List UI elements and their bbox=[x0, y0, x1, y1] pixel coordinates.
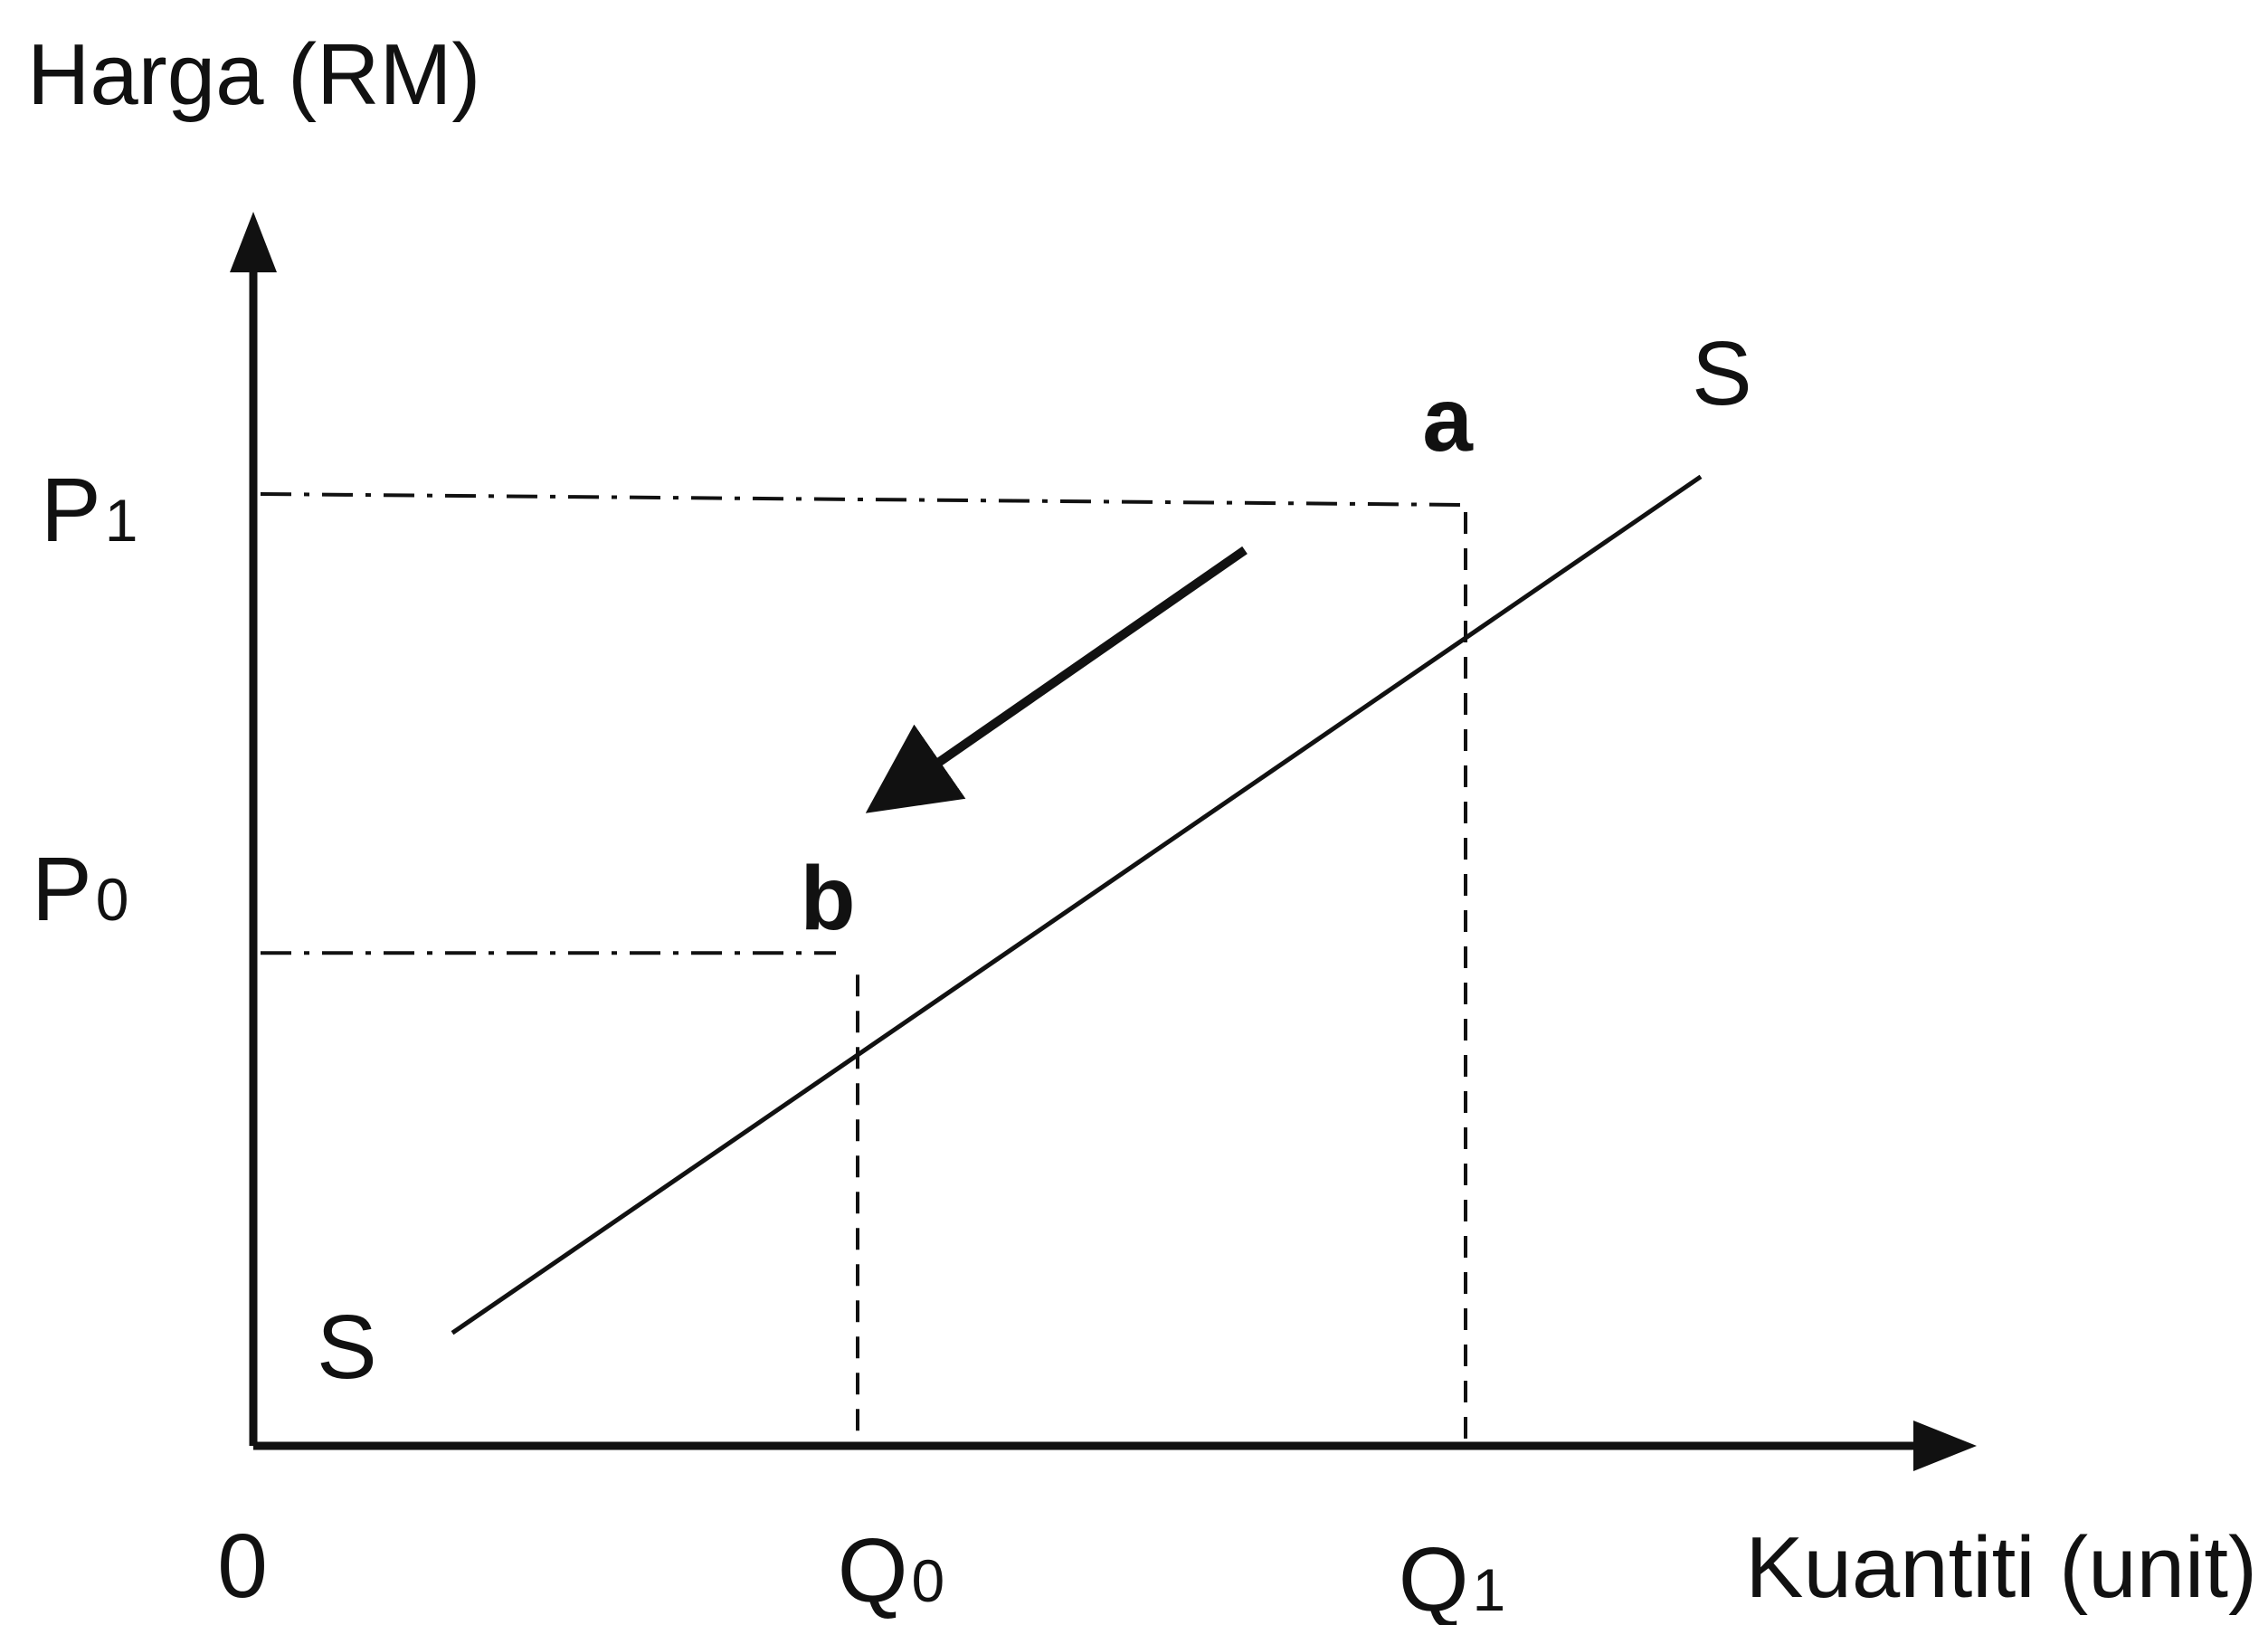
y-tick-p1: P1 bbox=[41, 460, 138, 561]
x-tick-q1: Q1 bbox=[1399, 1529, 1506, 1625]
x-tick-q0: Q0 bbox=[838, 1520, 945, 1621]
x-axis-arrow-icon bbox=[1913, 1421, 1977, 1471]
origin-label: 0 bbox=[217, 1516, 268, 1617]
y-axis-title: Harga (RM) bbox=[27, 26, 480, 123]
point-label-b: b bbox=[800, 848, 855, 949]
point-label-a: a bbox=[1422, 369, 1474, 470]
y-axis-arrow-icon bbox=[230, 212, 277, 272]
supply-curve bbox=[451, 474, 1703, 1335]
supply-curve-label-upper: S bbox=[1692, 323, 1752, 424]
y-tick-p0: P0 bbox=[32, 839, 128, 940]
movement-arrow-icon bbox=[865, 546, 1248, 813]
guide-line-p1 bbox=[260, 492, 1466, 507]
x-axis-title: Kuantiti (unit) bbox=[1745, 1519, 2257, 1616]
supply-curve-label-lower: S bbox=[317, 1297, 377, 1398]
